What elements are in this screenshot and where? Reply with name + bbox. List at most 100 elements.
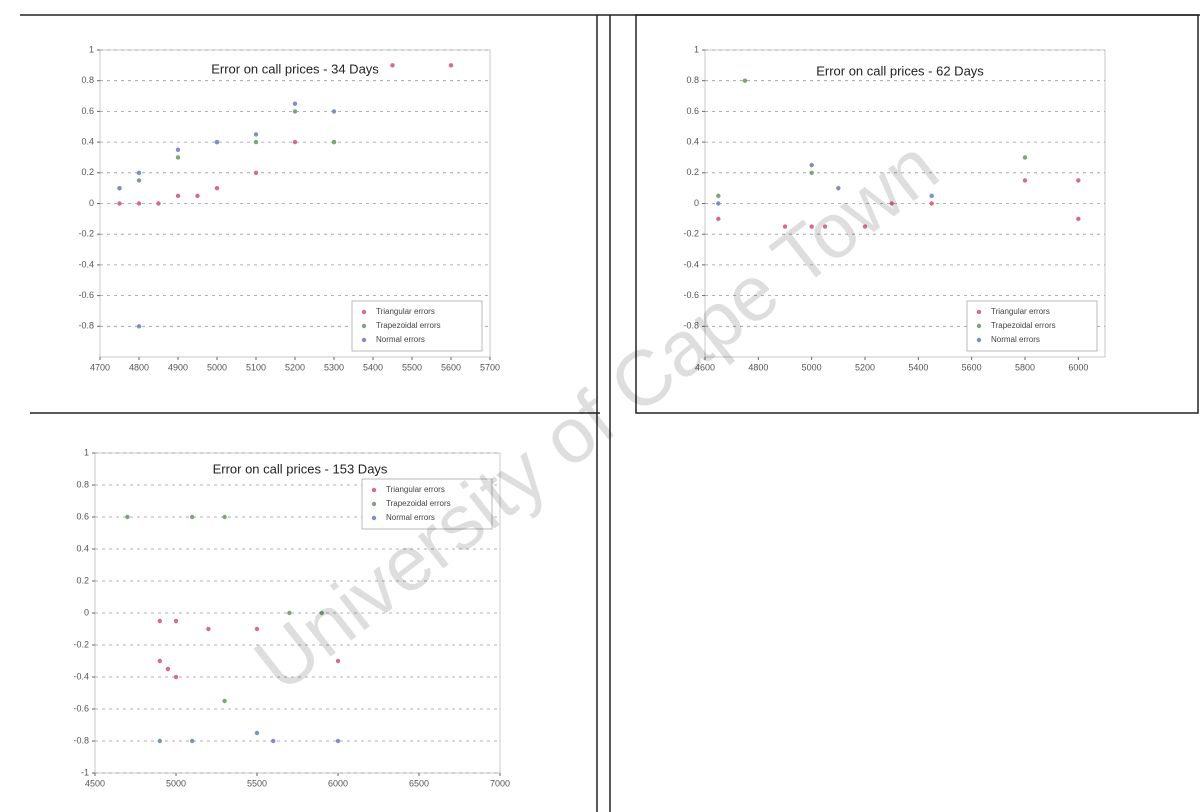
data-point <box>222 514 227 520</box>
data-point <box>782 224 788 229</box>
legend-marker <box>371 487 377 493</box>
data-point <box>809 162 814 168</box>
data-point <box>862 224 868 229</box>
data-point <box>222 698 227 704</box>
legend-marker <box>371 501 377 507</box>
legend-marker <box>361 337 367 343</box>
x-tick-label: 5600 <box>962 362 982 372</box>
legend-label: Trapezoidal errors <box>376 321 441 330</box>
data-point <box>157 738 162 744</box>
legend-label: Triangular errors <box>386 485 445 494</box>
y-tick-label: -0.2 <box>683 229 699 239</box>
x-tick-label: 4500 <box>85 778 105 788</box>
legend-marker <box>976 323 982 329</box>
legend-marker <box>361 323 367 329</box>
y-tick-label: 0.6 <box>686 106 699 116</box>
data-point <box>253 170 259 175</box>
data-point <box>292 101 298 106</box>
data-point <box>929 201 934 206</box>
data-point <box>292 139 298 145</box>
y-tick-label: 0.8 <box>686 75 699 85</box>
y-tick-label: 0.2 <box>686 167 699 177</box>
x-tick-label: 4900 <box>168 362 188 372</box>
y-tick-label: -0.4 <box>78 259 94 269</box>
x-tick-label: 5800 <box>1015 362 1035 372</box>
data-point <box>271 738 276 744</box>
y-tick-label: 0.8 <box>81 75 94 85</box>
x-tick-label: 5100 <box>246 362 266 372</box>
data-point <box>206 626 211 632</box>
y-tick-label: 0.8 <box>76 479 89 489</box>
data-point <box>157 618 162 624</box>
data-point <box>157 658 162 664</box>
y-tick-label: 1 <box>694 44 699 54</box>
x-tick-label: 6500 <box>409 778 429 788</box>
data-point <box>175 147 181 152</box>
legend-label: Normal errors <box>376 335 425 344</box>
watermark: University of Cape Town <box>238 122 954 708</box>
panel-border <box>635 14 1199 414</box>
y-tick-label: 0.4 <box>76 543 89 553</box>
data-point <box>136 178 142 183</box>
y-tick-label: -0.6 <box>78 290 94 300</box>
legend-label: Trapezoidal errors <box>386 499 451 508</box>
x-tick-label: 5500 <box>402 362 422 372</box>
data-point <box>390 63 395 68</box>
x-tick-label: 5400 <box>363 362 383 372</box>
data-point <box>742 78 748 83</box>
data-point <box>716 201 721 206</box>
y-tick-label: 0.4 <box>686 136 699 146</box>
data-point <box>822 224 828 229</box>
data-point <box>195 193 200 199</box>
legend-label: Triangular errors <box>376 307 435 316</box>
y-tick-label: 1 <box>84 447 89 457</box>
data-point <box>1076 216 1081 222</box>
y-tick-label: -0.4 <box>683 259 699 269</box>
y-tick-label: 0.6 <box>76 511 89 521</box>
legend-label: Normal errors <box>386 513 435 522</box>
x-tick-label: 7000 <box>490 778 510 788</box>
data-point <box>173 618 179 624</box>
data-point <box>175 155 181 160</box>
data-point <box>136 170 142 175</box>
x-tick-label: 4800 <box>129 362 149 372</box>
charts: -0.8 -0.6 -0.4 -0.2 0 0.2 0.4 0.6 0.8 1 4700 4800 49… <box>73 44 1106 788</box>
y-tick-label: 0.2 <box>76 575 89 585</box>
data-point <box>335 738 341 744</box>
data-point <box>253 132 259 137</box>
x-tick-label: 5700 <box>480 362 500 372</box>
y-tick-label: 1 <box>89 44 94 54</box>
data-point <box>156 201 161 206</box>
x-tick-label: 6000 <box>1068 362 1088 372</box>
data-point <box>889 201 894 206</box>
chart-title: Error on call prices - 34 Days <box>211 61 379 76</box>
y-tick-label: -0.2 <box>73 639 89 649</box>
x-tick-label: 4800 <box>748 362 768 372</box>
x-tick-label: 5600 <box>441 362 461 372</box>
data-point <box>335 658 341 664</box>
legend-marker <box>976 337 982 343</box>
data-point <box>809 170 814 175</box>
x-tick-label: 4600 <box>695 362 715 372</box>
legend-marker <box>371 515 377 521</box>
x-tick-label: 5000 <box>802 362 822 372</box>
y-tick-label: 0.6 <box>81 106 94 116</box>
data-point <box>136 201 142 206</box>
data-point <box>292 109 298 114</box>
data-point <box>173 674 179 680</box>
x-tick-label: 6000 <box>328 778 348 788</box>
data-point <box>287 610 292 616</box>
legend-label: Trapezoidal errors <box>991 321 1056 330</box>
data-point <box>1022 155 1028 160</box>
x-tick-label: 5200 <box>855 362 875 372</box>
x-tick-label: 5200 <box>285 362 305 372</box>
data-point <box>319 610 324 616</box>
data-point <box>214 185 220 191</box>
legend-label: Normal errors <box>991 335 1040 344</box>
data-point <box>254 730 260 736</box>
y-tick-label: 0 <box>84 607 89 617</box>
legend-box <box>966 300 1098 352</box>
data-point <box>448 63 454 68</box>
y-tick-label: -0.6 <box>73 703 89 713</box>
data-point <box>331 109 337 114</box>
